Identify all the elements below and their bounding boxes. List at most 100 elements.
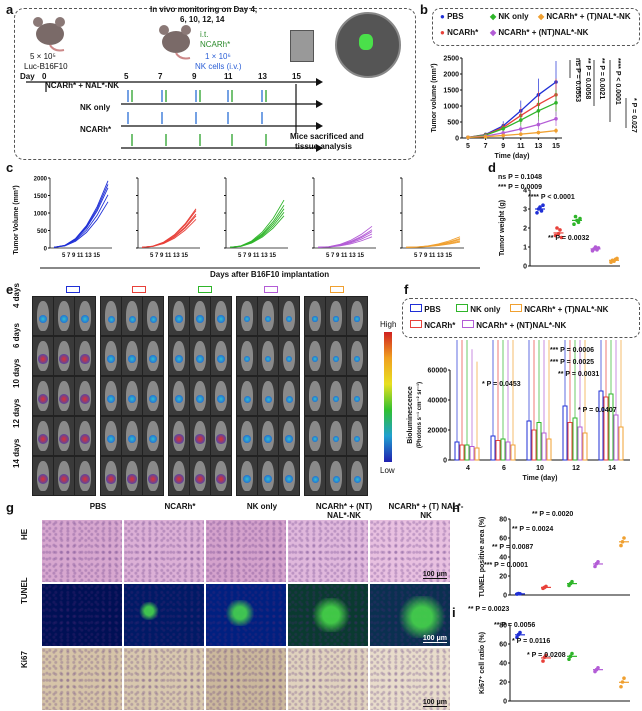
individual-curve bbox=[317, 236, 373, 248]
bar bbox=[572, 417, 578, 461]
imaging-device-icon bbox=[290, 30, 314, 62]
group-arrow bbox=[316, 122, 323, 130]
bioluminescence-tile bbox=[32, 336, 54, 376]
stat-label: ** P = 0.0058 bbox=[584, 58, 591, 99]
bioluminescence-tile bbox=[304, 456, 326, 496]
tumor-signal bbox=[359, 34, 373, 50]
y-tick-label: 0 bbox=[503, 593, 507, 600]
bioluminescence-tile bbox=[304, 336, 326, 376]
data-point bbox=[593, 564, 597, 569]
panel-d-label: d bbox=[488, 160, 496, 175]
bioluminescence-tile bbox=[100, 416, 122, 456]
histology-column-label: NCARh* bbox=[164, 502, 196, 511]
y-tick-label: 1500 bbox=[34, 194, 48, 200]
bioluminescence-tile bbox=[100, 456, 122, 496]
y-tick-label: 4 bbox=[523, 188, 527, 195]
histology-image bbox=[206, 584, 286, 646]
bar bbox=[546, 438, 552, 461]
bar bbox=[608, 393, 614, 461]
histology-row-label: Ki67 bbox=[20, 651, 29, 668]
stat-label: * P = 0.0208 bbox=[527, 652, 566, 659]
bioluminescence-tile bbox=[236, 376, 258, 416]
scale-bar: 100 μm bbox=[422, 635, 447, 643]
stat-label: *** P = 0.0025 bbox=[550, 359, 594, 366]
data-point bbox=[620, 680, 625, 684]
end-text-2: tissue analysis bbox=[295, 142, 352, 151]
day-label: Day bbox=[20, 72, 35, 81]
day-0: 0 bbox=[42, 72, 47, 81]
bioluminescence-tile bbox=[257, 456, 279, 496]
y-tick-label: 2500 bbox=[443, 56, 459, 63]
mouse-imaging-zoom bbox=[335, 12, 401, 78]
x-tick-label: 5 7 9 11 13 15 bbox=[326, 253, 365, 259]
panel-b-label: b bbox=[420, 2, 428, 17]
stat-label: * P = 0.027 bbox=[630, 98, 637, 133]
x-tick-label: 11 bbox=[517, 143, 525, 150]
monitor-days: 6, 10, 12, 14 bbox=[180, 15, 225, 24]
chart-h: 0 20 40 60 80 TUNEL positive area (%) ** P = 0… bbox=[479, 511, 630, 600]
timeline-arrow bbox=[316, 78, 323, 86]
stat-label: **** P < 0.0001 bbox=[528, 194, 575, 201]
histology-image bbox=[42, 584, 122, 646]
stat-label: ** P = 0.0021 bbox=[598, 58, 605, 99]
stat-label: ** P = 0.0023 bbox=[468, 606, 509, 613]
chart-f: 0 20000 40000 60000 Time (day) Bioluminescenc… bbox=[407, 340, 630, 482]
data-point bbox=[538, 205, 542, 209]
series-line bbox=[467, 102, 557, 139]
y-axis-label: Ki67⁺ cell ratio (%) bbox=[479, 632, 486, 694]
x-tick-label: 5 7 9 11 13 15 bbox=[150, 253, 189, 259]
bioluminescence-tile bbox=[121, 336, 143, 376]
legend-b-nk: ◆ NK only bbox=[490, 12, 529, 21]
histology-row-label: HE bbox=[20, 528, 29, 540]
bioluminescence-tile bbox=[325, 336, 347, 376]
bioluminescence-tile bbox=[257, 336, 279, 376]
bioluminescence-tile bbox=[189, 296, 211, 336]
panel-a-frame bbox=[14, 8, 416, 160]
bioluminescence-tile bbox=[74, 376, 96, 416]
y-tick-label: 20000 bbox=[428, 428, 448, 435]
bioluminescence-tile bbox=[168, 336, 190, 376]
bioluminescence-tile bbox=[278, 456, 300, 496]
bioluminescence-tile bbox=[53, 296, 75, 336]
x-tick-label: 10 bbox=[536, 465, 544, 472]
imaging-day-label: 4 days bbox=[12, 283, 21, 308]
y-axis-label: TUNEL positive area (%) bbox=[479, 517, 486, 598]
y-tick-label: 2000 bbox=[443, 72, 459, 79]
bioluminescence-tile bbox=[142, 456, 164, 496]
y-tick-label: 2000 bbox=[34, 177, 48, 183]
panel-c-label: c bbox=[6, 160, 14, 175]
bioluminescence-tile bbox=[189, 416, 211, 456]
data-point bbox=[572, 222, 576, 226]
x-tick-label: 9 bbox=[501, 143, 505, 150]
bioluminescence-tile bbox=[53, 416, 75, 456]
histology-image bbox=[42, 648, 122, 710]
histology-image bbox=[124, 520, 204, 582]
stat-label: ** P = 0.0032 bbox=[548, 235, 589, 242]
bioluminescence-tile bbox=[304, 416, 326, 456]
bioluminescence-tile bbox=[236, 456, 258, 496]
bioluminescence-tile bbox=[142, 296, 164, 336]
group-color-tag bbox=[66, 286, 80, 293]
histology-image bbox=[206, 520, 286, 582]
group-label-ncarh: NCARh* bbox=[80, 125, 112, 134]
x-axis-label: Time (day) bbox=[495, 153, 530, 160]
scale-bar: 100 μm bbox=[422, 699, 447, 707]
bioluminescence-tile bbox=[210, 416, 232, 456]
bioluminescence-tile bbox=[53, 376, 75, 416]
y-tick-label: 60000 bbox=[428, 368, 448, 375]
bioluminescence-tile bbox=[278, 296, 300, 336]
data-point bbox=[544, 584, 548, 589]
ncarh-injection: NCARh* bbox=[200, 40, 231, 49]
data-point bbox=[535, 211, 539, 215]
legend-b-t: ◆ NCARh* + (T)NAL*-NK bbox=[538, 12, 631, 21]
bioluminescence-tile bbox=[278, 376, 300, 416]
x-tick-label: 7 bbox=[484, 143, 488, 150]
individual-curve bbox=[53, 187, 109, 248]
data-point bbox=[596, 559, 600, 564]
bioluminescence-tile bbox=[142, 336, 164, 376]
data-point bbox=[518, 592, 522, 596]
bioluminescence-tile bbox=[325, 456, 347, 496]
y-axis-label-units: (Photons s⁻¹ cm⁻² sr⁻¹) bbox=[416, 382, 423, 448]
y-tick-label: 60 bbox=[499, 642, 507, 649]
monitor-text: In vivo monitoring on Day 4, bbox=[150, 5, 258, 14]
